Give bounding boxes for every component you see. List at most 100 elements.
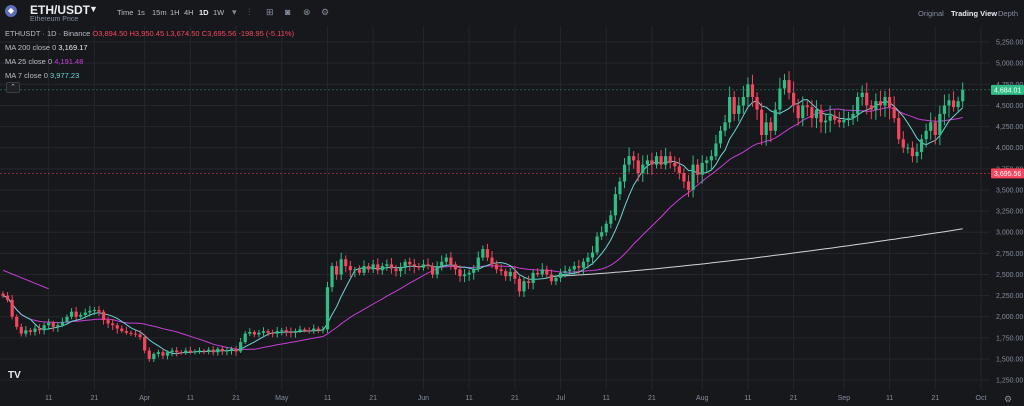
collapse-legend-button[interactable]: ⌃ [6, 82, 20, 93]
candle [367, 263, 371, 273]
candle-body [910, 147, 915, 157]
candle [887, 88, 892, 120]
candle-body [568, 269, 572, 272]
more-intervals-icon[interactable]: ▾ [232, 7, 237, 17]
candle-body [325, 287, 330, 330]
candle [184, 347, 188, 355]
candle [51, 320, 55, 332]
candle-body [897, 118, 901, 140]
candle [604, 220, 608, 237]
symbol-dropdown-icon[interactable]: ▼ [89, 4, 98, 14]
candle-body [284, 330, 288, 332]
candle-body [458, 269, 462, 277]
candle [700, 155, 704, 184]
x-tick-label: 21 [648, 395, 656, 402]
candle [504, 268, 508, 281]
candle-body [915, 151, 919, 157]
settings-icon[interactable]: ⚙ [321, 7, 330, 17]
candle [111, 319, 115, 331]
interval-time[interactable]: Time [117, 8, 134, 17]
candle-body [152, 353, 156, 359]
candle-body [504, 271, 508, 277]
legend-ma25-row[interactable]: MA 25 close 0 4,191.48 [5, 57, 83, 66]
candle-body [129, 332, 133, 334]
candle-body [1, 293, 5, 296]
candle [572, 261, 576, 275]
x-tick-label: 11 [324, 395, 331, 402]
candle [869, 100, 873, 120]
x-tick-label: Jun [418, 395, 429, 402]
candle-body [906, 147, 910, 149]
candle-body [586, 257, 590, 262]
candle-body [179, 352, 183, 354]
interval-1s[interactable]: 1s [137, 8, 145, 17]
legend-title: ETHUSDT · 1D · Binance [5, 29, 91, 38]
symbol-title[interactable]: ETH/USDT [30, 3, 90, 17]
tradingview-logo-icon[interactable]: TV [8, 370, 21, 381]
interval-1d[interactable]: 1D [199, 8, 209, 17]
candle [805, 100, 809, 117]
y-tick-label: 1,750.00 [996, 335, 1023, 342]
candle [207, 347, 211, 355]
price-marker-label: 4,684.01 [994, 87, 1021, 94]
candle-body [499, 269, 503, 272]
ma25-polyline [2, 107, 963, 350]
candle-body [490, 257, 494, 265]
candle [947, 93, 951, 118]
candle-body [600, 232, 604, 237]
candle [115, 322, 119, 334]
legend-ma7-row[interactable]: MA 7 close 0 3,977.23 [5, 71, 79, 80]
ma200-label: MA 200 close 0 [5, 43, 57, 52]
candle-body [677, 166, 681, 174]
candle-body [380, 266, 384, 271]
indicators-icon[interactable]: ⫶ [248, 7, 251, 17]
view-original[interactable]: Original [918, 9, 944, 18]
interval-15m[interactable]: 15m [152, 8, 167, 17]
candle-body [275, 331, 279, 334]
candle [686, 174, 691, 197]
interval-1h[interactable]: 1H [170, 8, 180, 17]
close-circle-icon[interactable]: ⊗ [303, 7, 311, 17]
candle-body [243, 333, 247, 343]
candle [467, 269, 471, 281]
legend-ma200-row[interactable]: MA 200 close 0 3,169.17 [5, 43, 88, 52]
y-tick-label: 1,500.00 [996, 356, 1023, 363]
x-tick-label: 11 [744, 395, 751, 402]
candle-body [613, 194, 617, 216]
screenshot-icon[interactable]: ◙ [285, 7, 291, 17]
candle [485, 243, 490, 262]
candle-body [709, 156, 713, 161]
candle [892, 96, 896, 123]
candle [650, 152, 654, 175]
view-depth[interactable]: Depth [998, 9, 1019, 18]
candle-body [682, 173, 686, 182]
interval-4h[interactable]: 4H [184, 8, 194, 17]
candle-body [252, 331, 256, 335]
chart-type-icon[interactable]: ⊞ [266, 7, 274, 17]
candle-body [426, 264, 430, 267]
candle-body [892, 107, 896, 119]
candle [577, 260, 581, 274]
candle-body [865, 92, 869, 106]
candle [618, 177, 622, 201]
ma200-line [551, 228, 963, 277]
candle-body [202, 350, 206, 352]
candle-body [28, 330, 33, 332]
candle [147, 347, 151, 362]
candle-body [801, 105, 805, 119]
candle [600, 226, 604, 240]
candle [385, 259, 389, 271]
candle-body [266, 331, 270, 333]
candle [339, 252, 343, 281]
view-trading-view[interactable]: Trading View [951, 9, 998, 18]
candle-body [485, 249, 490, 258]
y-tick-label: 4,000.00 [996, 145, 1023, 152]
candle-body [540, 269, 544, 275]
candle-body [632, 156, 636, 161]
chart-settings-icon[interactable]: ⚙ [1004, 394, 1013, 404]
interval-1w[interactable]: 1W [213, 8, 225, 17]
ma25-line [2, 107, 963, 350]
ma25-early-polyline [2, 269, 49, 290]
candle-body [24, 330, 28, 334]
